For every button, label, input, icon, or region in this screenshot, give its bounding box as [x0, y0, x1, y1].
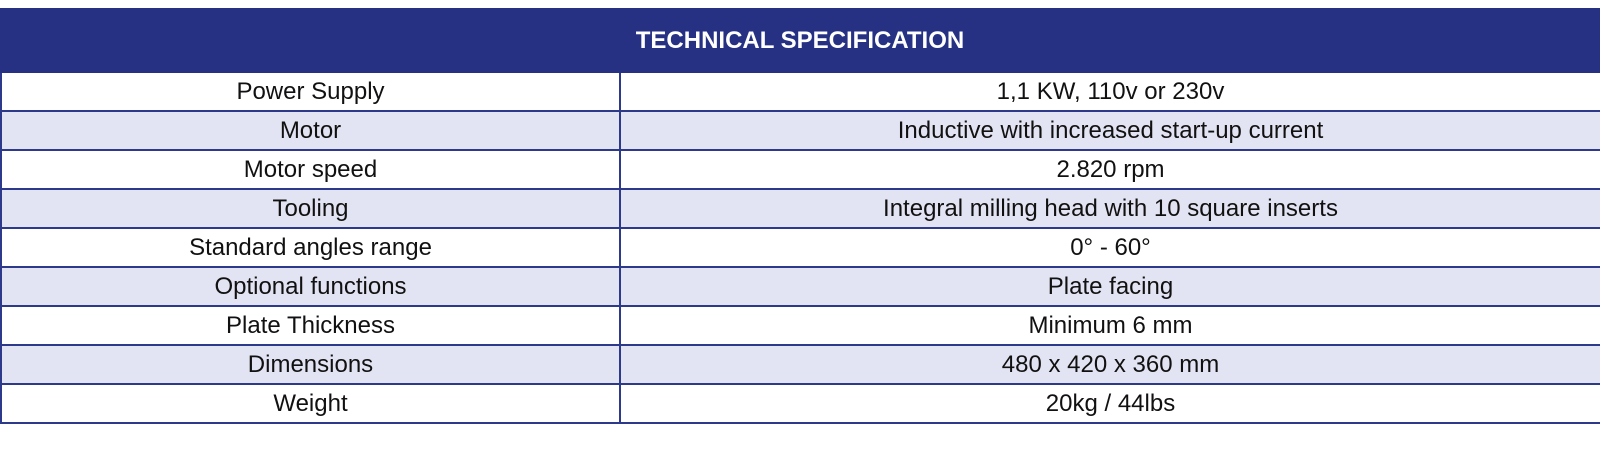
table-row: Plate Thickness Minimum 6 mm [0, 305, 1600, 346]
row-value: 1,1 KW, 110v or 230v [619, 73, 1600, 112]
spec-table: Power Supply 1,1 KW, 110v or 230v Motor … [0, 73, 1600, 424]
row-value: 20kg / 44lbs [619, 383, 1600, 424]
table-row: Power Supply 1,1 KW, 110v or 230v [0, 73, 1600, 112]
row-value: 0° - 60° [619, 227, 1600, 268]
row-value: 480 x 420 x 360 mm [619, 344, 1600, 385]
row-label: Optional functions [0, 266, 621, 307]
table-row: Optional functions Plate facing [0, 266, 1600, 307]
row-value: Integral milling head with 10 square ins… [619, 188, 1600, 229]
row-label: Motor [0, 110, 621, 151]
table-row: Standard angles range 0° - 60° [0, 227, 1600, 268]
row-label: Motor speed [0, 149, 621, 190]
row-label: Dimensions [0, 344, 621, 385]
row-value: Inductive with increased start-up curren… [619, 110, 1600, 151]
table-row: Tooling Integral milling head with 10 sq… [0, 188, 1600, 229]
table-row: Weight 20kg / 44lbs [0, 383, 1600, 424]
row-value: 2.820 rpm [619, 149, 1600, 190]
row-value: Minimum 6 mm [619, 305, 1600, 346]
row-label: Plate Thickness [0, 305, 621, 346]
row-label: Standard angles range [0, 227, 621, 268]
row-label: Weight [0, 383, 621, 424]
table-title: TECHNICAL SPECIFICATION [0, 8, 1600, 73]
table-row: Motor Inductive with increased start-up … [0, 110, 1600, 151]
spec-table-container: TECHNICAL SPECIFICATION Power Supply 1,1… [0, 8, 1600, 424]
row-value: Plate facing [619, 266, 1600, 307]
table-row: Motor speed 2.820 rpm [0, 149, 1600, 190]
row-label: Tooling [0, 188, 621, 229]
row-label: Power Supply [0, 73, 621, 112]
table-row: Dimensions 480 x 420 x 360 mm [0, 344, 1600, 385]
